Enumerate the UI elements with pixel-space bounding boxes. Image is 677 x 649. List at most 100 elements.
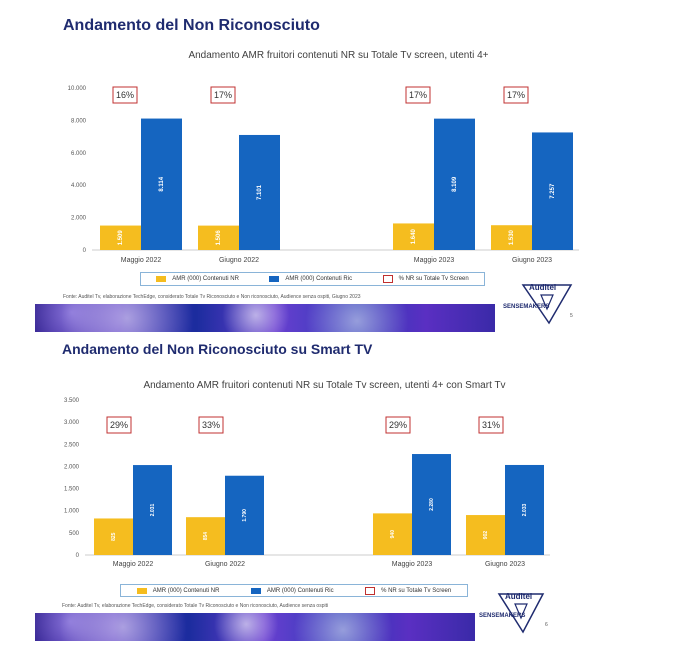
bar-chart: 0 500 1.000 1.500 2.000 2.500 3.000 3.500 825 2.0… xyxy=(64,398,550,568)
pct-box xyxy=(198,416,224,434)
pct-label: 29% xyxy=(389,420,407,430)
pct-box xyxy=(503,86,529,104)
data-label-ric: 8.114 xyxy=(159,176,165,191)
source-note: Fonte: Auditel Tv, elaborazione TechEdge… xyxy=(62,603,329,609)
y-tick-label: 8.000 xyxy=(71,118,87,124)
pct-label: 17% xyxy=(214,90,232,100)
logo: Auditel SENSEMAKERS xyxy=(503,283,573,325)
data-label-ric: 2.031 xyxy=(150,504,156,517)
bar-nr xyxy=(100,225,141,250)
y-tick-label: 0 xyxy=(83,248,87,254)
legend-label-pct: % NR su Totale Tv Screen xyxy=(381,587,452,594)
bar-ric xyxy=(532,132,573,250)
pct-box xyxy=(478,416,504,434)
legend-item-pct: % NR su Totale Tv Screen xyxy=(365,586,452,595)
pct-label: 17% xyxy=(507,90,525,100)
chart-title: Andamento AMR fruitori contenuti NR su T… xyxy=(188,50,489,61)
pct-label: 31% xyxy=(482,420,500,430)
slide-title: Andamento del Non Riconosciuto su Smart … xyxy=(62,341,373,357)
data-label-ric: 8.109 xyxy=(452,176,458,192)
legend-item-nr: AMR (000) Contenuti NR xyxy=(136,587,219,594)
logo-auditel-text: Auditel xyxy=(505,592,533,601)
y-tick-label: 3.500 xyxy=(64,398,80,404)
logo-auditel-text: Auditel xyxy=(529,283,557,292)
logo-triangle-icon xyxy=(521,284,573,325)
logo: Auditel SENSEMAKERS xyxy=(479,592,545,634)
bar-ric xyxy=(225,475,264,555)
legend-swatch-nr xyxy=(136,587,147,594)
category-label: Maggio 2023 xyxy=(414,257,455,264)
data-label-ric: 1.790 xyxy=(242,509,248,522)
legend-swatch-ric xyxy=(250,587,261,594)
y-tick-label: 10.000 xyxy=(68,86,87,92)
source-note: Fonte: Auditel Tv, elaborazione TechEdge… xyxy=(63,294,361,300)
pct-box xyxy=(112,86,138,104)
legend-swatch-pct xyxy=(365,586,376,595)
category-label: Maggio 2022 xyxy=(113,561,154,568)
pct-box xyxy=(106,416,132,434)
chart-title: Andamento AMR fruitori contenuti NR su T… xyxy=(143,380,506,391)
y-tick-label: 6.000 xyxy=(71,151,87,157)
legend-swatch-pct xyxy=(382,275,393,283)
legend-item-ric: AMR (000) Contenuti Ric xyxy=(250,587,334,594)
data-label-nr: 854 xyxy=(203,532,209,541)
data-label-nr: 1.509 xyxy=(118,230,124,246)
data-label-ric: 2.033 xyxy=(522,504,528,517)
bar-ric xyxy=(434,118,475,250)
pct-box xyxy=(385,416,411,434)
bar-nr xyxy=(491,225,532,250)
bar-ric xyxy=(141,118,182,251)
slide-1: Andamento del Non Riconosciuto Andamento… xyxy=(35,17,579,332)
y-tick-label: 3.000 xyxy=(64,420,80,426)
decorative-banner xyxy=(35,613,475,641)
y-tick-label: 4.000 xyxy=(71,183,87,189)
bar-nr xyxy=(393,223,434,250)
page-number: 6 xyxy=(545,622,548,628)
bar-nr xyxy=(94,518,133,555)
category-label: Giugno 2022 xyxy=(205,561,245,568)
bar-ric xyxy=(133,465,172,555)
y-tick-label: 2.000 xyxy=(71,216,87,222)
data-label-nr: 1.506 xyxy=(216,230,222,246)
data-label-nr: 1.530 xyxy=(509,229,515,245)
category-label: Giugno 2023 xyxy=(512,257,552,264)
pct-box xyxy=(405,86,431,104)
chart-legend: AMR (000) Contenuti NR AMR (000) Contenu… xyxy=(140,272,485,286)
bar-ric xyxy=(505,464,544,555)
bar-chart: 0 2.000 4.000 6.000 8.000 10.000 1.509 8.114 16%… xyxy=(68,86,579,264)
legend-item-nr: AMR (000) Contenuti NR xyxy=(156,276,239,282)
data-label-nr: 1.640 xyxy=(411,229,417,245)
decorative-banner xyxy=(35,304,495,332)
legend-label-ric: AMR (000) Contenuti Ric xyxy=(285,276,353,282)
bar-ric xyxy=(412,454,451,555)
pct-label: 29% xyxy=(110,420,128,430)
legend-item-ric: AMR (000) Contenuti Ric xyxy=(269,276,352,282)
logo-sensemakers-text: SENSEMAKERS xyxy=(479,613,526,619)
logo-triangle-icon xyxy=(497,593,545,634)
bar-nr xyxy=(373,513,412,555)
slide-2: Andamento del Non Riconosciuto su Smart … xyxy=(0,330,677,649)
data-label-ric: 7.101 xyxy=(257,184,263,200)
data-label-nr: 825 xyxy=(111,532,117,541)
y-tick-label: 500 xyxy=(69,531,80,537)
legend-swatch-ric xyxy=(269,276,280,282)
bar-nr xyxy=(198,225,239,250)
y-tick-label: 1.000 xyxy=(64,509,80,515)
logo-sensemakers-text: SENSEMAKERS xyxy=(503,304,550,310)
pct-label: 16% xyxy=(116,90,134,100)
y-tick-label: 1.500 xyxy=(64,487,80,493)
y-tick-label: 2.000 xyxy=(64,464,80,470)
pct-label: 33% xyxy=(202,420,220,430)
legend-swatch-nr xyxy=(156,276,167,282)
page-number: 5 xyxy=(570,313,573,319)
pct-label: 17% xyxy=(409,90,427,100)
legend-label-ric: AMR (000) Contenuti Ric xyxy=(266,587,334,594)
category-label: Maggio 2022 xyxy=(121,257,162,264)
chart-legend: AMR (000) Contenuti NR AMR (000) Contenu… xyxy=(120,584,468,597)
legend-label-pct: % NR su Totale Tv Screen xyxy=(398,276,469,282)
bar-nr xyxy=(466,515,505,555)
data-label-ric: 7.257 xyxy=(550,183,556,199)
category-label: Maggio 2023 xyxy=(392,561,433,568)
data-label-nr: 940 xyxy=(390,530,396,539)
bar-ric xyxy=(239,134,280,250)
